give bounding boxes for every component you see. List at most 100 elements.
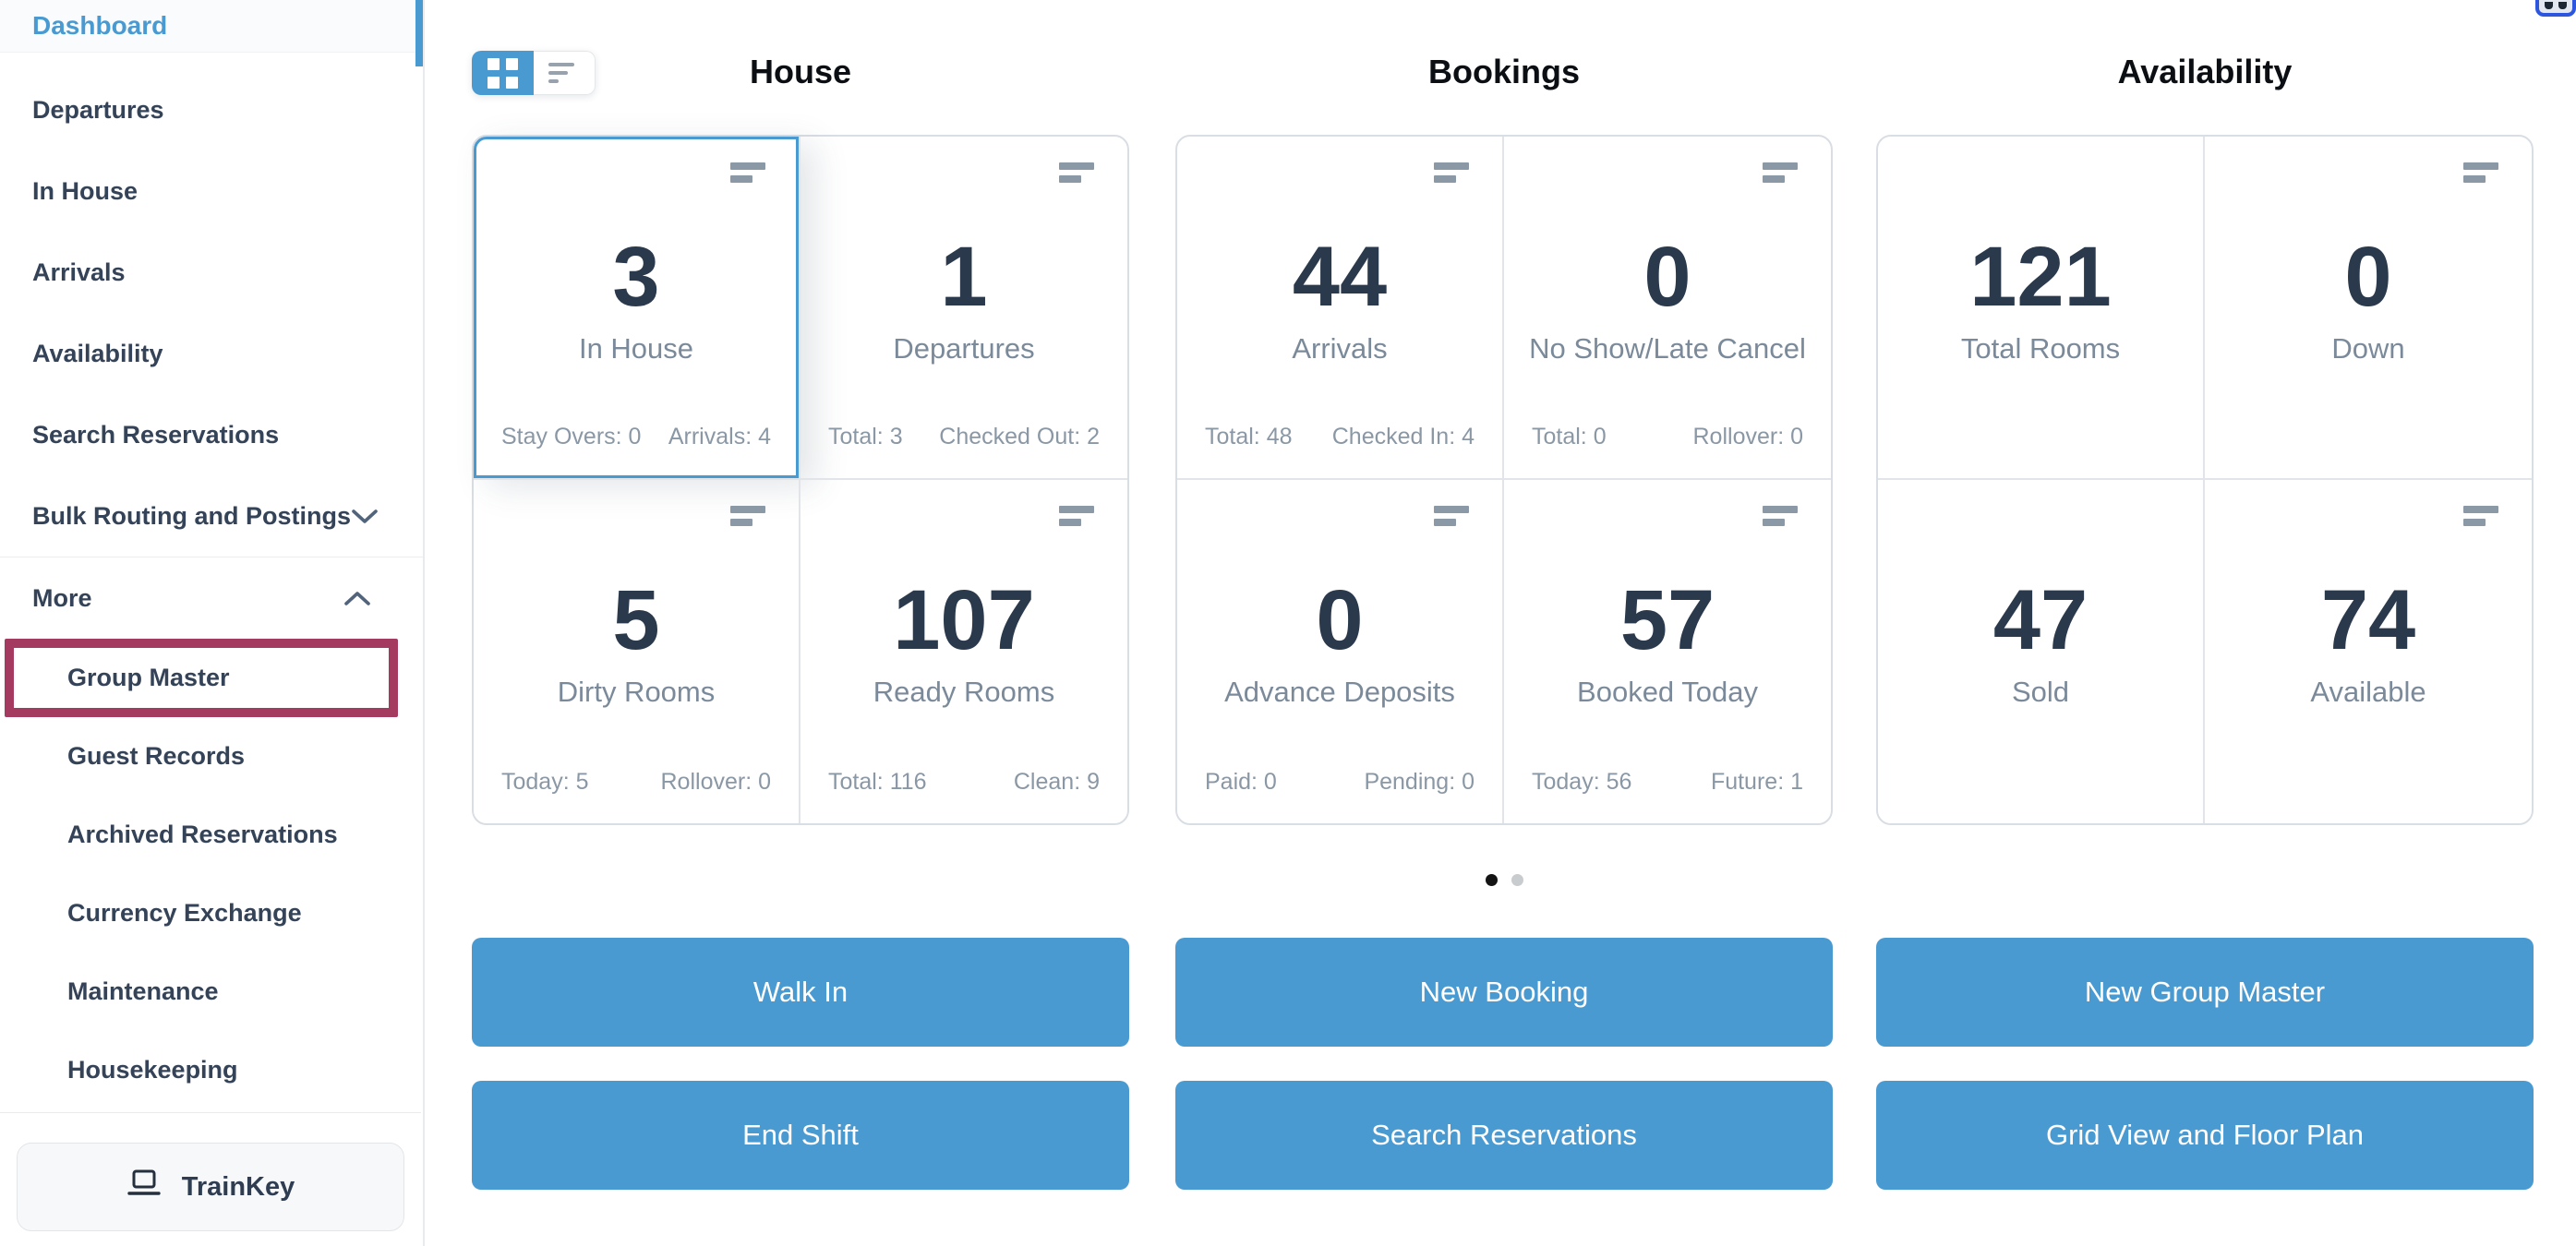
sidebar-item-dashboard[interactable]: Dashboard bbox=[0, 0, 423, 66]
stat-label: In House bbox=[578, 332, 694, 365]
card-menu-icon[interactable] bbox=[1763, 162, 1798, 183]
stat-sub-right: Checked Out: 2 bbox=[939, 424, 1100, 449]
sidebar-item-guest-records[interactable]: Guest Records bbox=[0, 717, 423, 796]
bookings-stat-group: 44 Arrivals Total: 48 Checked In: 4 0 No… bbox=[1175, 135, 1833, 825]
card-menu-icon[interactable] bbox=[1059, 506, 1094, 526]
card-menu-icon[interactable] bbox=[730, 506, 765, 526]
card-menu-icon[interactable] bbox=[2463, 506, 2498, 526]
sidebar-item-label: Availability bbox=[32, 339, 163, 367]
stat-card-in-house[interactable]: 3 In House Stay Overs: 0 Arrivals: 4 bbox=[474, 137, 800, 480]
stat-sub-left: Total: 116 bbox=[828, 769, 927, 795]
sidebar-item-label: Dashboard bbox=[32, 11, 168, 40]
partially-visible-widget[interactable] bbox=[2535, 0, 2576, 17]
stat-label: Dirty Rooms bbox=[557, 676, 716, 708]
stat-footer: Today: 5 Rollover: 0 bbox=[501, 769, 771, 796]
stat-label: Sold bbox=[2011, 676, 2070, 708]
stat-card-advance-deposits[interactable]: 0 Advance Deposits Paid: 0 Pending: 0 bbox=[1177, 480, 1504, 823]
stat-label: Advance Deposits bbox=[1224, 676, 1455, 708]
stat-card-sold[interactable]: 47 Sold bbox=[1878, 480, 2205, 823]
sidebar-footer: TrainKey bbox=[0, 1112, 421, 1246]
view-toggle bbox=[472, 51, 596, 95]
list-view-button[interactable] bbox=[534, 51, 596, 95]
trainkey-button[interactable]: TrainKey bbox=[17, 1143, 404, 1231]
stat-value: 0 bbox=[2344, 230, 2392, 324]
grid-icon bbox=[488, 57, 518, 89]
stat-card-total-rooms[interactable]: 121 Total Rooms bbox=[1878, 137, 2205, 480]
sidebar-item-label: In House bbox=[32, 176, 138, 205]
card-menu-icon[interactable] bbox=[730, 162, 765, 183]
sidebar-item-arrivals[interactable]: Arrivals bbox=[0, 232, 423, 313]
search-reservations-button[interactable]: Search Reservations bbox=[1175, 1081, 1833, 1190]
stat-card-arrivals[interactable]: 44 Arrivals Total: 48 Checked In: 4 bbox=[1177, 137, 1504, 480]
stat-label: Departures bbox=[893, 332, 1035, 365]
stat-value: 1 bbox=[940, 230, 988, 324]
stat-value: 107 bbox=[893, 573, 1035, 667]
card-menu-icon[interactable] bbox=[1059, 162, 1094, 183]
laptop-icon bbox=[126, 1169, 162, 1204]
trainkey-label: TrainKey bbox=[181, 1171, 295, 1202]
card-menu-icon[interactable] bbox=[1763, 506, 1798, 526]
stat-value: 5 bbox=[612, 573, 660, 667]
sidebar-item-label: Guest Records bbox=[67, 742, 246, 770]
new-group-master-button[interactable]: New Group Master bbox=[1876, 938, 2534, 1047]
stat-card-no-show-late-cancel[interactable]: 0 No Show/Late Cancel Total: 0 Rollover:… bbox=[1504, 137, 1831, 480]
sidebar-item-in-house[interactable]: In House bbox=[0, 150, 423, 232]
stat-value: 121 bbox=[1969, 230, 2112, 324]
stat-value: 0 bbox=[1643, 230, 1691, 324]
new-booking-button[interactable]: New Booking bbox=[1175, 938, 1833, 1047]
sidebar-item-archived-reservations[interactable]: Archived Reservations bbox=[0, 796, 423, 874]
sidebar-item-label: Group Master bbox=[67, 664, 230, 691]
sidebar-item-currency-exchange[interactable]: Currency Exchange bbox=[0, 874, 423, 952]
group-master-highlight-box: Group Master bbox=[5, 639, 398, 717]
stat-footer: Paid: 0 Pending: 0 bbox=[1205, 769, 1475, 796]
sidebar-item-label: Currency Exchange bbox=[67, 899, 302, 927]
sidebar-item-departures[interactable]: Departures bbox=[0, 69, 423, 150]
stat-card-booked-today[interactable]: 57 Booked Today Today: 56 Future: 1 bbox=[1504, 480, 1831, 823]
group-title-house: House bbox=[749, 53, 852, 90]
card-menu-icon[interactable] bbox=[1434, 506, 1469, 526]
stat-sub-left: Total: 48 bbox=[1205, 424, 1293, 449]
sidebar-item-maintenance[interactable]: Maintenance bbox=[0, 952, 423, 1031]
stat-footer: Total: 0 Rollover: 0 bbox=[1532, 424, 1803, 450]
stat-label: Booked Today bbox=[1577, 676, 1758, 708]
sidebar-item-label: Bulk Routing and Postings bbox=[32, 501, 351, 530]
stat-value: 3 bbox=[612, 230, 660, 324]
card-menu-icon[interactable] bbox=[2463, 162, 2498, 183]
pagination-dot[interactable] bbox=[1511, 874, 1523, 886]
stat-label: Down bbox=[2331, 332, 2405, 365]
stat-sub-right: Checked In: 4 bbox=[1331, 424, 1475, 449]
stat-footer: Today: 56 Future: 1 bbox=[1532, 769, 1803, 796]
walk-in-button[interactable]: Walk In bbox=[472, 938, 1129, 1047]
stat-sub-right: Rollover: 0 bbox=[1692, 424, 1804, 449]
stat-label: Arrivals bbox=[1292, 332, 1388, 365]
stat-card-dirty-rooms[interactable]: 5 Dirty Rooms Today: 5 Rollover: 0 bbox=[474, 480, 800, 823]
stat-card-departures[interactable]: 1 Departures Total: 3 Checked Out: 2 bbox=[800, 137, 1127, 480]
sidebar-item-bulk-routing-and-postings[interactable]: Bulk Routing and Postings bbox=[0, 475, 423, 557]
stat-sub-right: Pending: 0 bbox=[1364, 769, 1475, 795]
stat-sub-right: Clean: 9 bbox=[1013, 769, 1100, 795]
sidebar-item-label: More bbox=[32, 583, 92, 612]
card-menu-icon[interactable] bbox=[1434, 162, 1469, 183]
stat-value: 44 bbox=[1292, 230, 1388, 324]
stat-footer: Stay Overs: 0 Arrivals: 4 bbox=[501, 424, 771, 450]
group-title-availability: Availability bbox=[2117, 53, 2293, 90]
stat-card-ready-rooms[interactable]: 107 Ready Rooms Total: 116 Clean: 9 bbox=[800, 480, 1127, 823]
stat-card-available[interactable]: 74 Available bbox=[2205, 480, 2532, 823]
pagination-dot-active[interactable] bbox=[1485, 874, 1498, 886]
stat-value: 47 bbox=[1992, 573, 2088, 667]
stat-card-down[interactable]: 0 Down bbox=[2205, 137, 2532, 480]
availability-stat-group: 121 Total Rooms 0 Down 47 Sold 74 Availa… bbox=[1876, 135, 2534, 825]
sidebar-item-more[interactable]: More bbox=[0, 557, 423, 639]
stat-value: 74 bbox=[2320, 573, 2416, 667]
sidebar-item-availability[interactable]: Availability bbox=[0, 313, 423, 394]
sidebar-item-group-master[interactable]: Group Master bbox=[0, 639, 423, 717]
stat-footer: Total: 48 Checked In: 4 bbox=[1205, 424, 1475, 450]
sidebar-item-housekeeping[interactable]: Housekeeping bbox=[0, 1031, 423, 1109]
sidebar-item-search-reservations[interactable]: Search Reservations bbox=[0, 394, 423, 475]
stat-label: No Show/Late Cancel bbox=[1529, 332, 1806, 365]
grid-view-and-floor-plan-button[interactable]: Grid View and Floor Plan bbox=[1876, 1081, 2534, 1190]
stat-sub-right: Future: 1 bbox=[1710, 769, 1803, 795]
end-shift-button[interactable]: End Shift bbox=[472, 1081, 1129, 1190]
group-title-bookings: Bookings bbox=[1427, 53, 1580, 90]
grid-view-button[interactable] bbox=[472, 51, 534, 95]
